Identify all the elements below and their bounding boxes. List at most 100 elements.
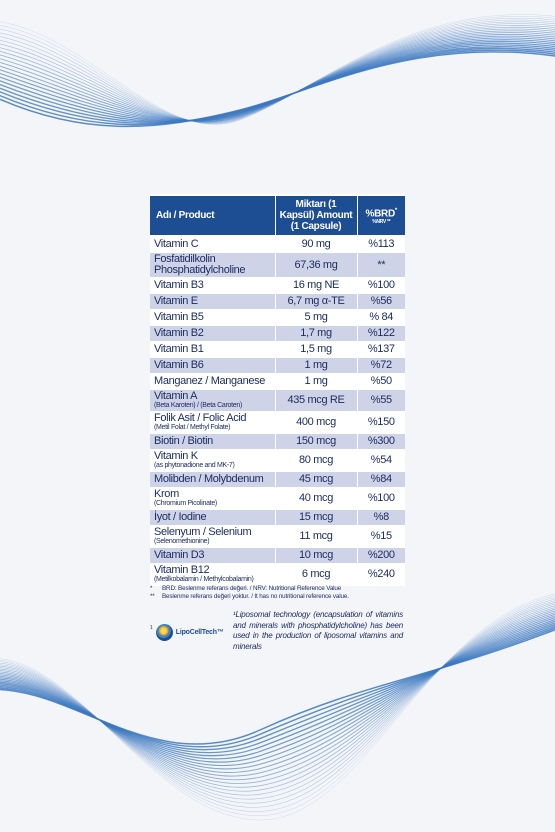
product-name: Vitamin A <box>154 390 198 402</box>
wave-line <box>0 42 555 122</box>
table-row: Molibden / Molybdenum 45 mcg %84 <box>150 471 405 488</box>
table-row: Vitamin C 90 mg %113 <box>150 236 405 253</box>
product-cell: Folik Asit / Folic Acid (Metil Folat / Me… <box>150 411 275 434</box>
product-name: Manganez / Manganese <box>154 375 266 387</box>
product-cell: Vitamin B3 <box>150 277 275 294</box>
percent-cell: %56 <box>356 293 405 310</box>
amount-cell: 1,7 mg <box>274 325 357 342</box>
wave-line <box>0 14 555 125</box>
product-cell: Vitamin B12 (Metilkobalamin / Methylcobal… <box>150 563 275 586</box>
percent-cell: %113 <box>356 236 405 253</box>
product-subname: (Chromium Picolinate) <box>154 500 217 507</box>
product-name: Vitamin E <box>154 295 198 307</box>
product-cell: Vitamin D3 <box>150 547 275 564</box>
amount-cell: 6 mcg <box>274 563 357 586</box>
table-row: Vitamin B6 1 mg %72 <box>150 357 405 374</box>
brd-header-label: %BRD <box>365 208 396 220</box>
amount-cell: 16 mg NE <box>274 277 357 294</box>
product-name: Vitamin B2 <box>154 327 204 339</box>
product-name: Folik Asit / Folic Acid <box>154 412 247 424</box>
product-name: Vitamin C <box>154 238 199 250</box>
table-row: Vitamin B3 16 mg NE %100 <box>150 277 405 294</box>
percent-cell: %200 <box>356 547 405 564</box>
percent-cell: % 84 <box>356 309 405 326</box>
liposomal-technology-note: ¹Liposomal technology (encapsulation of … <box>233 610 403 651</box>
wave-line <box>0 617 555 767</box>
table-row: Krom (Chromium Picolinate) 40 mcg %100 <box>150 487 405 510</box>
percent-cell: %100 <box>356 277 405 294</box>
footnote-brd: * BRD: Beslenme referans değeri. / NRV: N… <box>150 585 410 593</box>
product-cell: Vitamin B2 <box>150 325 275 342</box>
product-cell: Krom (Chromium Picolinate) <box>150 487 275 510</box>
logo-superscript: 1 <box>150 625 153 631</box>
product-subname: (Beta Karoten) / (Beta Caroten) <box>154 402 242 409</box>
product-name: Krom <box>154 488 179 500</box>
wave-line <box>0 603 555 796</box>
product-name: Vitamin K <box>154 450 198 462</box>
table-row: Folik Asit / Folic Acid (Metil Folat / Me… <box>150 411 405 434</box>
product-name: Vitamin B6 <box>154 359 204 371</box>
product-name: Vitamin D3 <box>154 549 205 561</box>
table-row: Vitamin K (as phytonadione and MK-7) 80 mc… <box>150 449 405 472</box>
amount-cell: 1 mg <box>274 357 357 374</box>
product-cell: Fosfatidilkolin Phosphatidylcholine <box>150 252 275 278</box>
table-row: Vitamin B5 5 mg% 84 <box>150 309 405 326</box>
amount-cell: 435 mcg RE <box>274 389 357 412</box>
percent-cell: %100 <box>356 487 405 510</box>
table-row: Manganez / Manganese 1 mg %50 <box>150 373 405 390</box>
percent-cell: %50 <box>356 373 405 390</box>
product-name: Vitamin B1 <box>154 343 204 355</box>
nutrition-panel: Adı / Product Miktarı (1 Kapsül) Amount … <box>150 194 405 586</box>
lipocelltech-brand: LipoCellTech™ <box>175 628 224 636</box>
amount-cell: 150 mcg <box>274 433 357 450</box>
footnotes: * BRD: Beslenme referans değeri. / NRV: N… <box>150 585 410 601</box>
amount-cell: 11 mcg <box>274 525 357 548</box>
wave-line <box>0 605 555 792</box>
footnote-text: BRD: Beslenme referans değeri. / NRV: Nu… <box>162 585 342 592</box>
percent-cell: %72 <box>356 357 405 374</box>
percent-cell: %8 <box>356 509 405 526</box>
lipocelltech-icon <box>155 623 173 641</box>
amount-cell: 1,5 mg <box>274 341 357 358</box>
wave-line <box>0 602 555 800</box>
product-subname: (Selenomethionine) <box>154 538 210 545</box>
product-cell: Vitamin K (as phytonadione and MK-7) <box>150 449 275 472</box>
wave-line <box>0 600 555 804</box>
wave-line <box>0 23 555 123</box>
product-name: Molibden / Molybdenum <box>154 473 264 485</box>
wave-line <box>0 608 555 784</box>
footnote-mark: * <box>150 585 153 592</box>
brd-header-mark: * <box>394 207 397 214</box>
wave-line <box>0 21 555 124</box>
percent-cell: %240 <box>356 563 405 586</box>
amount-cell: 45 mcg <box>274 471 357 488</box>
footnote-mark: ** <box>150 593 155 600</box>
table-row: Vitamin B1 1,5 mg %137 <box>150 341 405 358</box>
product-cell: Biotin / Biotin <box>150 433 275 450</box>
product-cell: Vitamin B1 <box>150 341 275 358</box>
product-cell: Vitamin A (Beta Karoten) / (Beta Caroten) <box>150 389 275 412</box>
table-row: İyot / Iodine 15 mcg %8 <box>150 509 405 526</box>
product-name: Vitamin B3 <box>154 279 204 291</box>
wave-line <box>0 610 555 781</box>
wave-line <box>0 28 555 122</box>
wave-line <box>0 40 555 122</box>
amount-cell: 67,36 mg <box>274 252 357 278</box>
wave-line <box>0 607 555 788</box>
table-row: Vitamin A (Beta Karoten) / (Beta Caroten)… <box>150 389 405 412</box>
footnote-no-reference: ** Beslenme referans değeri yoktur. / It … <box>150 593 410 601</box>
amount-cell: 90 mg <box>274 236 357 253</box>
product-subname: (Metil Folat / Methyl Folate) <box>154 424 231 431</box>
percent-cell: %150 <box>356 411 405 434</box>
product-cell: Molibden / Molybdenum <box>150 471 275 488</box>
wave-line <box>0 628 555 745</box>
nrv-header-label: %NRV ** <box>372 219 391 226</box>
brd-column-header: %BRD* %NRV ** <box>356 194 405 237</box>
nutrition-table: Adı / Product Miktarı (1 Kapsül) Amount … <box>150 194 405 586</box>
wave-line <box>0 51 555 128</box>
wave-line <box>0 615 555 770</box>
product-name: Vitamin B12 <box>154 564 210 576</box>
amount-cell: 5 mg <box>274 309 357 326</box>
wave-line <box>0 613 555 774</box>
table-row: Vitamin D3 10 mcg %200 <box>150 547 405 564</box>
